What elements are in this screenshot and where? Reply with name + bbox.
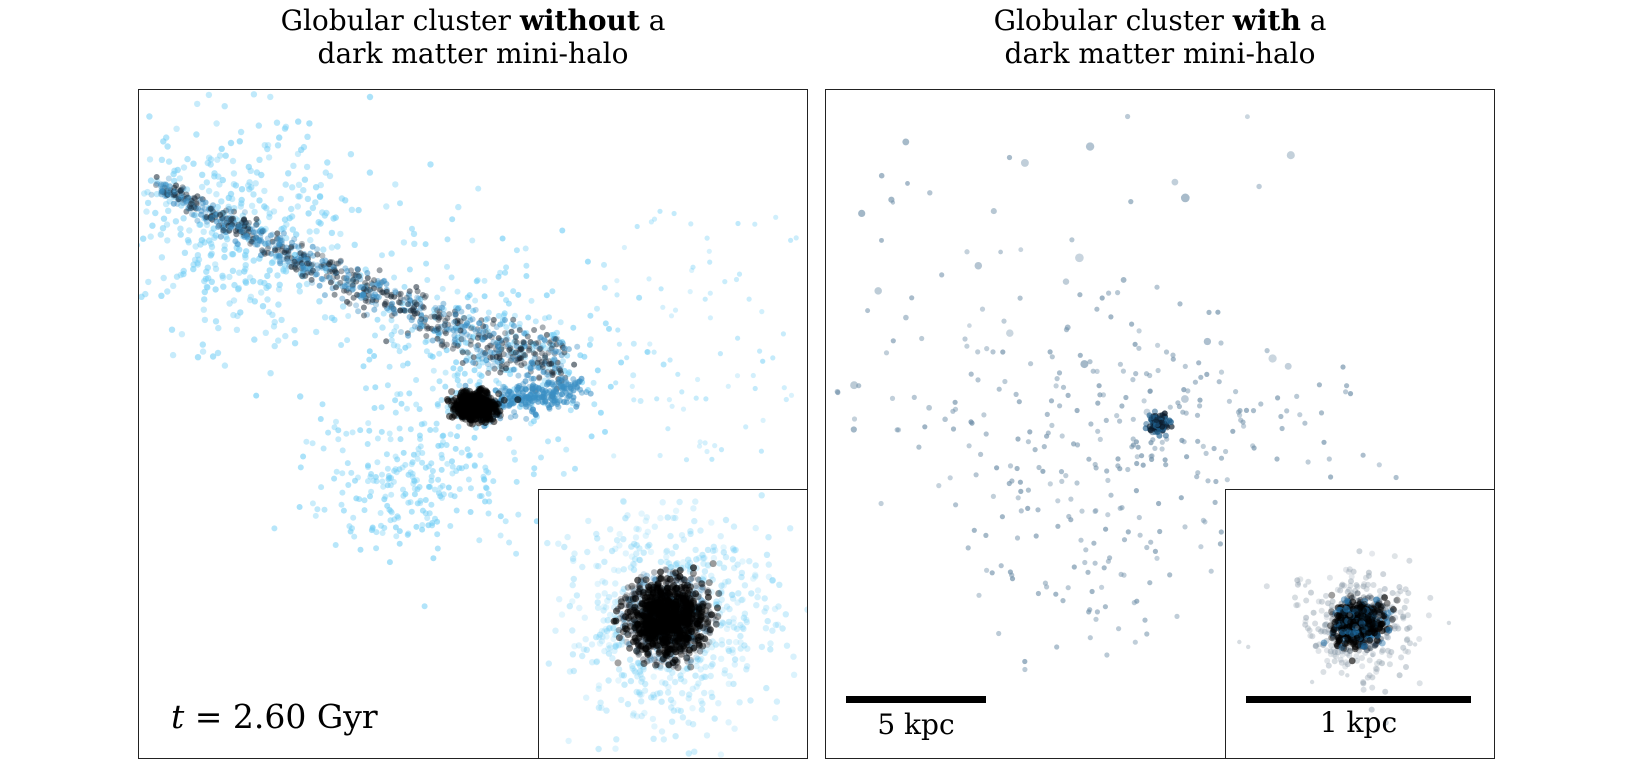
left-title-pre: Globular cluster xyxy=(280,4,520,37)
right-inset-core xyxy=(1237,548,1452,726)
right-simulation-panel: 5 kpc 1 kpc xyxy=(825,89,1495,759)
left-title-line2: dark matter mini-halo xyxy=(317,37,629,70)
time-variable: t xyxy=(171,697,185,736)
right-panel-title: Globular cluster with a dark matter mini… xyxy=(825,4,1495,70)
right-title-bold: with xyxy=(1232,4,1301,37)
left-star-distribution xyxy=(139,91,799,610)
left-simulation-panel: t = 2.60 Gyr xyxy=(138,89,808,759)
scale-bar-main xyxy=(846,696,986,703)
right-star-distribution xyxy=(834,113,1399,673)
right-title-pre: Globular cluster xyxy=(993,4,1233,37)
scale-bar-inset xyxy=(1246,696,1471,703)
left-zoom-inset xyxy=(538,489,807,758)
left-panel-title: Globular cluster without a dark matter m… xyxy=(138,4,808,70)
left-title-post: a xyxy=(639,4,666,37)
scale-label-main: 5 kpc xyxy=(877,708,955,741)
left-inset-core xyxy=(544,492,807,758)
right-title-line2: dark matter mini-halo xyxy=(1004,37,1316,70)
right-zoom-inset: 1 kpc xyxy=(1225,489,1494,758)
left-title-bold: without xyxy=(519,4,640,37)
time-value: = 2.60 Gyr xyxy=(184,697,378,736)
time-label: t = 2.60 Gyr xyxy=(171,697,378,736)
right-title-post: a xyxy=(1300,4,1327,37)
scale-label-inset: 1 kpc xyxy=(1319,706,1398,739)
